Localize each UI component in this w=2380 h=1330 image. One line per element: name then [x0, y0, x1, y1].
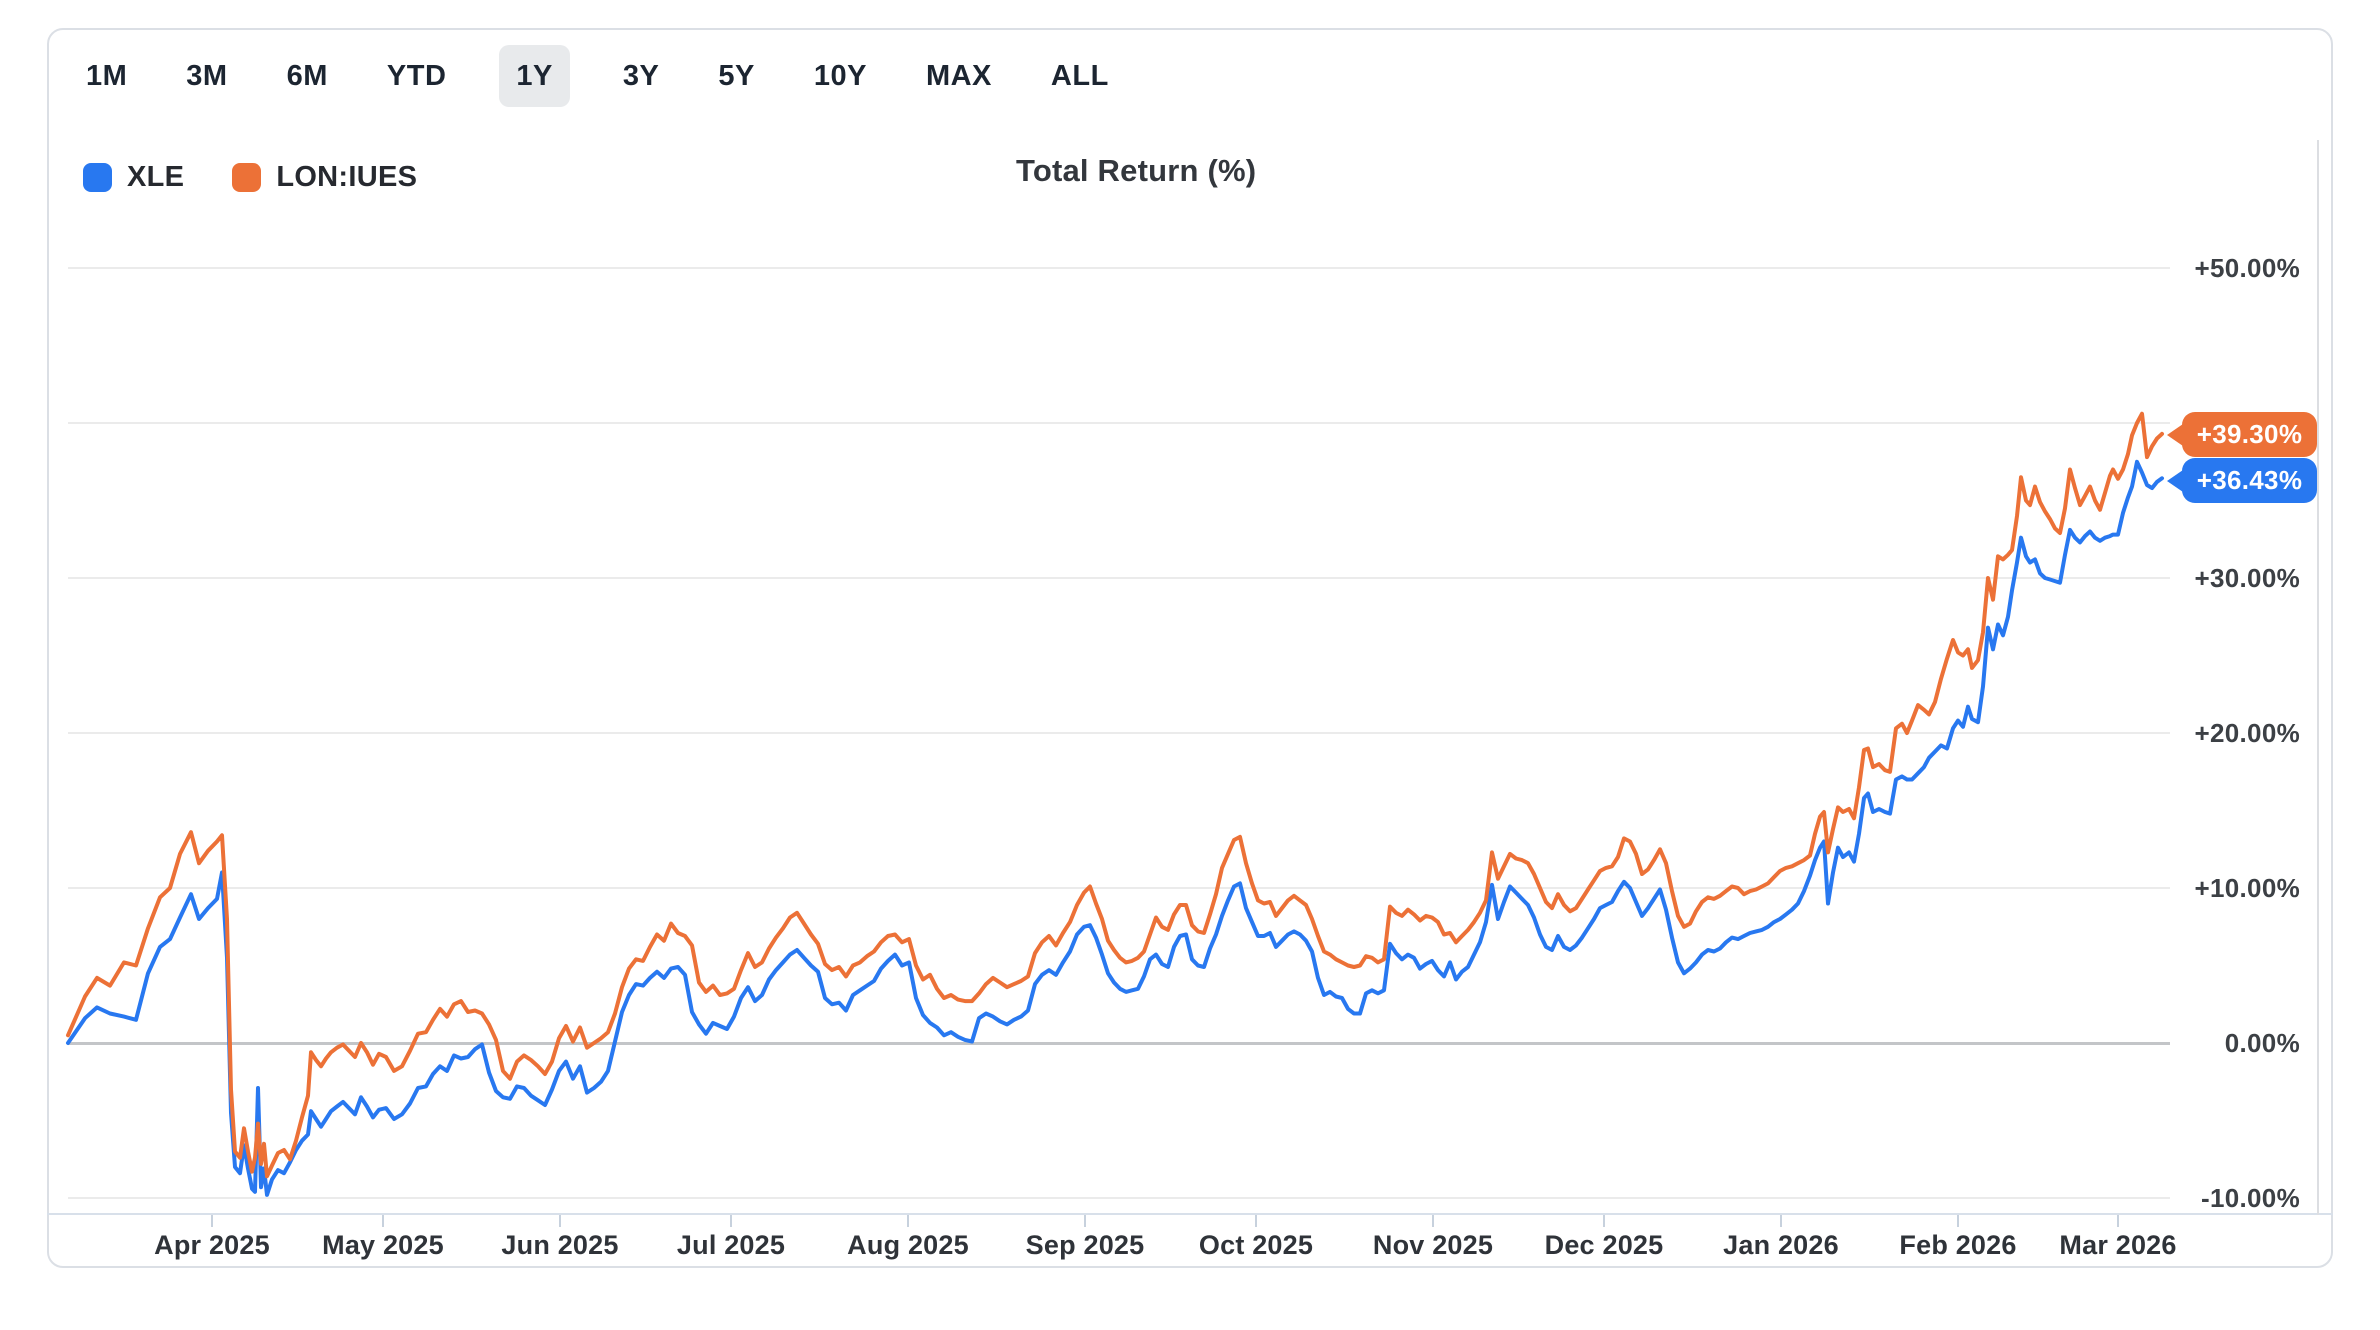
- x-axis-tick: [1432, 1213, 1434, 1227]
- gridline-30pct: [68, 577, 2170, 579]
- x-axis-tick: [559, 1213, 561, 1227]
- end-value-badge-xle: +36.43%: [2182, 458, 2317, 503]
- y-axis-label: +20.00%: [2194, 718, 2300, 748]
- x-axis-label: May 2025: [322, 1230, 444, 1260]
- x-axis-label: Aug 2025: [847, 1230, 969, 1260]
- y-axis-label: +30.00%: [2194, 563, 2300, 593]
- x-axis-tick: [1255, 1213, 1257, 1227]
- legend-label: XLE: [127, 161, 185, 193]
- legend-item-lon-iues: LON:IUES: [232, 161, 417, 194]
- range-button-3y[interactable]: 3Y: [622, 59, 660, 92]
- range-button-all[interactable]: ALL: [1050, 59, 1109, 92]
- x-axis-tick: [730, 1213, 732, 1227]
- gridline-10pct: [68, 887, 2170, 889]
- x-axis-label: Mar 2026: [2059, 1230, 2177, 1260]
- y-axis-label: -10.00%: [2201, 1183, 2300, 1213]
- legend-swatch-icon: [232, 163, 262, 192]
- x-axis-tick: [211, 1213, 213, 1227]
- x-axis-label: Apr 2025: [154, 1230, 270, 1260]
- legend-swatch-icon: [83, 163, 112, 192]
- x-axis-tick: [1780, 1213, 1782, 1227]
- gridline-50pct: [68, 267, 2170, 269]
- x-axis-label: Jun 2025: [501, 1230, 619, 1260]
- x-axis-tick: [1957, 1213, 1959, 1227]
- y-axis-border: [2317, 140, 2319, 1215]
- y-axis-label: +50.00%: [2194, 253, 2300, 283]
- x-axis-label: Sep 2025: [1025, 1230, 1145, 1260]
- range-button-1y[interactable]: 1Y: [499, 45, 570, 107]
- x-axis-label: Nov 2025: [1372, 1230, 1494, 1260]
- x-axis-tick: [1603, 1213, 1605, 1227]
- range-button-6m[interactable]: 6M: [286, 59, 328, 92]
- x-axis-label: Jul 2025: [676, 1230, 786, 1260]
- range-button-5y[interactable]: 5Y: [718, 59, 755, 92]
- x-axis-tick: [2117, 1213, 2119, 1227]
- end-value-badge-lon-iues: +39.30%: [2182, 412, 2317, 457]
- y-axis-label: 0.00%: [2224, 1028, 2300, 1058]
- legend-label: LON:IUES: [276, 161, 418, 193]
- range-button-ytd[interactable]: YTD: [386, 59, 447, 92]
- gridline-0pct: [68, 1041, 2170, 1045]
- y-axis-label: +10.00%: [2194, 873, 2300, 903]
- x-axis-label: Dec 2025: [1544, 1230, 1664, 1260]
- x-axis-tick: [382, 1213, 384, 1227]
- gridline-40pct: [68, 422, 2170, 424]
- time-range-selector: 1M 3M 6M YTD 1Y 3Y 5Y 10Y MAX ALL: [80, 45, 1115, 107]
- gridline--10pct: [68, 1197, 2170, 1199]
- x-axis-tick: [907, 1213, 909, 1227]
- chart-card: [47, 28, 2333, 1268]
- legend-item-xle: XLE: [83, 161, 184, 194]
- gridline-20pct: [68, 732, 2170, 734]
- x-axis-label: Feb 2026: [1899, 1230, 2017, 1260]
- chart-title: Total Return (%): [1016, 153, 1257, 188]
- x-axis-label: Oct 2025: [1198, 1230, 1314, 1260]
- range-button-10y[interactable]: 10Y: [813, 59, 867, 92]
- range-button-1m[interactable]: 1M: [86, 59, 128, 92]
- range-button-max[interactable]: MAX: [925, 59, 992, 92]
- range-button-3m[interactable]: 3M: [186, 59, 228, 92]
- chart-legend: XLE LON:IUES: [83, 161, 465, 194]
- x-axis-tick: [1084, 1213, 1086, 1227]
- x-axis-label: Jan 2026: [1723, 1230, 1839, 1260]
- x-axis-baseline: [47, 1213, 2333, 1215]
